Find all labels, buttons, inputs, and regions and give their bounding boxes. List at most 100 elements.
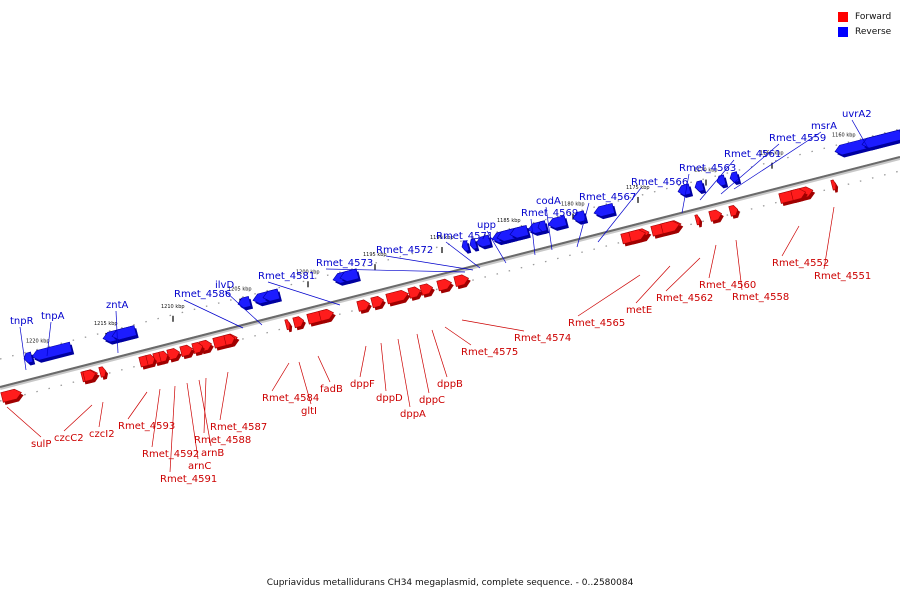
leader-line-dppc bbox=[416, 333, 430, 394]
gene-arrow-rev-segment-510[interactable] bbox=[509, 224, 531, 242]
gene-label-mete[interactable]: metE bbox=[626, 305, 652, 316]
gene-label-tnpa[interactable]: tnpA bbox=[41, 311, 65, 322]
gene-label-rmet-4592[interactable]: Rmet_4592 bbox=[142, 449, 199, 460]
leader-line-znta bbox=[115, 310, 119, 354]
gene-label-arnb[interactable]: arnB bbox=[201, 448, 224, 459]
gene-arrow-rmet-4561[interactable] bbox=[694, 180, 707, 195]
gene-label-rmet-4572[interactable]: Rmet_4572 bbox=[376, 245, 433, 256]
gene-label-znta[interactable]: zntA bbox=[106, 300, 129, 311]
leader-line-rmet-4562 bbox=[665, 257, 701, 292]
gene-arrow-rmet-4559[interactable] bbox=[716, 174, 729, 190]
leader-line-rmet-4584 bbox=[271, 362, 290, 392]
gene-label-rmet-4584[interactable]: Rmet_4584 bbox=[262, 393, 319, 404]
gene-arrow-fwd-segment-84[interactable] bbox=[82, 368, 99, 384]
gene-label-dppf[interactable]: dppF bbox=[350, 379, 375, 390]
gene-label-czci2[interactable]: czcI2 bbox=[89, 429, 115, 440]
gene-arrow-rmet-4560[interactable] bbox=[708, 208, 725, 224]
gene-label-rmet-4586[interactable]: Rmet_4586 bbox=[174, 289, 231, 300]
leader-line-rmet-4559 bbox=[720, 143, 780, 195]
leader-line-uvra2 bbox=[851, 119, 869, 149]
map-caption: Cupriavidus metallidurans CH34 megaplasm… bbox=[266, 578, 634, 588]
gene-arrow-fwd-segment-792[interactable] bbox=[790, 187, 809, 203]
gene-arrow-dppb[interactable] bbox=[419, 282, 436, 298]
gene-label-rmet-4567[interactable]: Rmet_4567 bbox=[579, 192, 636, 203]
tick-label: 1200 kbp bbox=[296, 269, 320, 275]
gene-label-rmet-4571[interactable]: Rmet_4571 bbox=[436, 231, 493, 242]
gene-label-coda[interactable]: codA bbox=[536, 196, 561, 207]
gene-arrow-arnb[interactable] bbox=[191, 341, 206, 357]
gene-label-glti[interactable]: gltI bbox=[301, 406, 317, 417]
leader-line-rmet-4552 bbox=[781, 225, 800, 257]
leader-line-coda bbox=[545, 206, 553, 251]
gene-label-rmet-4581[interactable]: Rmet_4581 bbox=[258, 271, 315, 282]
gene-label-rmet-4587[interactable]: Rmet_4587 bbox=[210, 422, 267, 433]
gene-arrow-dppd[interactable] bbox=[370, 295, 387, 311]
leader-line-rmet-4572 bbox=[385, 255, 474, 271]
gene-arrow-rmet-4575[interactable] bbox=[436, 277, 455, 294]
gene-label-msra[interactable]: msrA bbox=[811, 121, 837, 132]
gene-arrow-rmet-4558[interactable] bbox=[728, 204, 741, 219]
gene-label-rmet-4575[interactable]: Rmet_4575 bbox=[461, 347, 518, 358]
gene-arrow-fwd-segment-662[interactable] bbox=[660, 219, 683, 237]
gene-arrow-fwd-segment-320[interactable] bbox=[318, 308, 337, 324]
gene-label-sulp[interactable]: sulP bbox=[31, 439, 51, 450]
gene-label-arnc[interactable]: arnC bbox=[188, 461, 211, 472]
gene-arrow-rev-segment-538[interactable] bbox=[537, 220, 550, 235]
gene-label-rmet-4593[interactable]: Rmet_4593 bbox=[118, 421, 175, 432]
gene-arrow-rmet-4573[interactable] bbox=[461, 240, 472, 254]
gene-arrow-coda[interactable] bbox=[547, 215, 569, 232]
gene-arrow-fwd-segment-147[interactable] bbox=[145, 353, 158, 368]
gene-label-rmet-4574[interactable]: Rmet_4574 bbox=[514, 333, 571, 344]
tick-label: 1195 kbp bbox=[363, 252, 387, 258]
gene-arrow-czci2[interactable] bbox=[98, 366, 109, 380]
gene-arrow-rmet-4591[interactable] bbox=[166, 347, 183, 363]
gene-arrow-tnpa[interactable] bbox=[31, 341, 75, 365]
gene-label-dppd[interactable]: dppD bbox=[376, 393, 403, 404]
gene-label-dppb[interactable]: dppB bbox=[437, 379, 463, 390]
gene-label-dppa[interactable]: dppA bbox=[400, 409, 426, 420]
gene-arrow-fwd-segment-630[interactable] bbox=[628, 228, 649, 245]
gene-label-rmet-4559[interactable]: Rmet_4559 bbox=[769, 133, 826, 144]
gene-label-rmet-4566[interactable]: Rmet_4566 bbox=[631, 177, 688, 188]
gene-arrow-rmet-4571[interactable] bbox=[475, 234, 493, 251]
gene-arrow-rmet-4563[interactable] bbox=[677, 183, 694, 200]
gene-label-tnpr[interactable]: tnpR bbox=[10, 316, 34, 327]
gene-arrow-rmet-4574[interactable] bbox=[453, 273, 472, 290]
gene-label-czcc2[interactable]: czcC2 bbox=[54, 433, 84, 444]
gene-label-rmet-4560[interactable]: Rmet_4560 bbox=[699, 280, 756, 291]
gene-arrow-rev-segment-112[interactable] bbox=[111, 325, 139, 344]
gene-arrow-rmet-4566[interactable] bbox=[593, 203, 617, 221]
gene-arrow-dppf[interactable] bbox=[356, 298, 373, 314]
gene-arrow-glti[interactable] bbox=[292, 315, 307, 331]
gene-arrow-sulp[interactable] bbox=[0, 387, 25, 405]
gene-arrow-arnc[interactable] bbox=[179, 344, 196, 360]
gene-label-rmet-4552[interactable]: Rmet_4552 bbox=[772, 258, 829, 269]
gene-label-rmet-4565[interactable]: Rmet_4565 bbox=[568, 318, 625, 329]
gene-label-rmet-4591[interactable]: Rmet_4591 bbox=[160, 474, 217, 485]
gene-arrow-rev-segment-862[interactable] bbox=[861, 129, 900, 153]
gene-label-rmet-4563[interactable]: Rmet_4563 bbox=[679, 163, 736, 174]
gene-arrow-rmet-4567[interactable] bbox=[572, 210, 589, 226]
gene-arrow-rmet-4551[interactable] bbox=[830, 179, 840, 193]
gene-arrow-fwd-segment-225[interactable] bbox=[223, 333, 238, 348]
gene-arrow-rmet-4572[interactable] bbox=[469, 238, 480, 252]
gene-arrow-rmet-4584[interactable] bbox=[284, 319, 294, 333]
gene-arrow-rmet-4562[interactable] bbox=[694, 214, 704, 228]
gene-arrow-fwd-segment-160[interactable] bbox=[158, 350, 171, 365]
gene-label-rmet-4551[interactable]: Rmet_4551 bbox=[814, 271, 871, 282]
gene-arrow-rev-segment-263[interactable] bbox=[262, 288, 282, 306]
gene-label-rmet-4558[interactable]: Rmet_4558 bbox=[732, 292, 789, 303]
gene-label-ilvd[interactable]: ilvD bbox=[215, 280, 234, 291]
gene-label-fadb[interactable]: fadB bbox=[320, 384, 343, 395]
gene-arrow-dppc[interactable] bbox=[407, 285, 424, 301]
gene-label-upp[interactable]: upp bbox=[477, 220, 496, 231]
gene-label-dppc[interactable]: dppC bbox=[419, 395, 445, 406]
gene-arrow-dppa[interactable] bbox=[385, 288, 412, 307]
gene-label-uvra2[interactable]: uvrA2 bbox=[842, 109, 872, 120]
legend: Forward Reverse bbox=[838, 9, 891, 39]
gene-label-rmet-4561[interactable]: Rmet_4561 bbox=[724, 149, 781, 160]
gene-label-rmet-4569[interactable]: Rmet_4569 bbox=[521, 208, 578, 219]
gene-label-rmet-4573[interactable]: Rmet_4573 bbox=[316, 258, 373, 269]
gene-label-rmet-4588[interactable]: Rmet_4588 bbox=[194, 435, 251, 446]
gene-label-rmet-4562[interactable]: Rmet_4562 bbox=[656, 293, 713, 304]
